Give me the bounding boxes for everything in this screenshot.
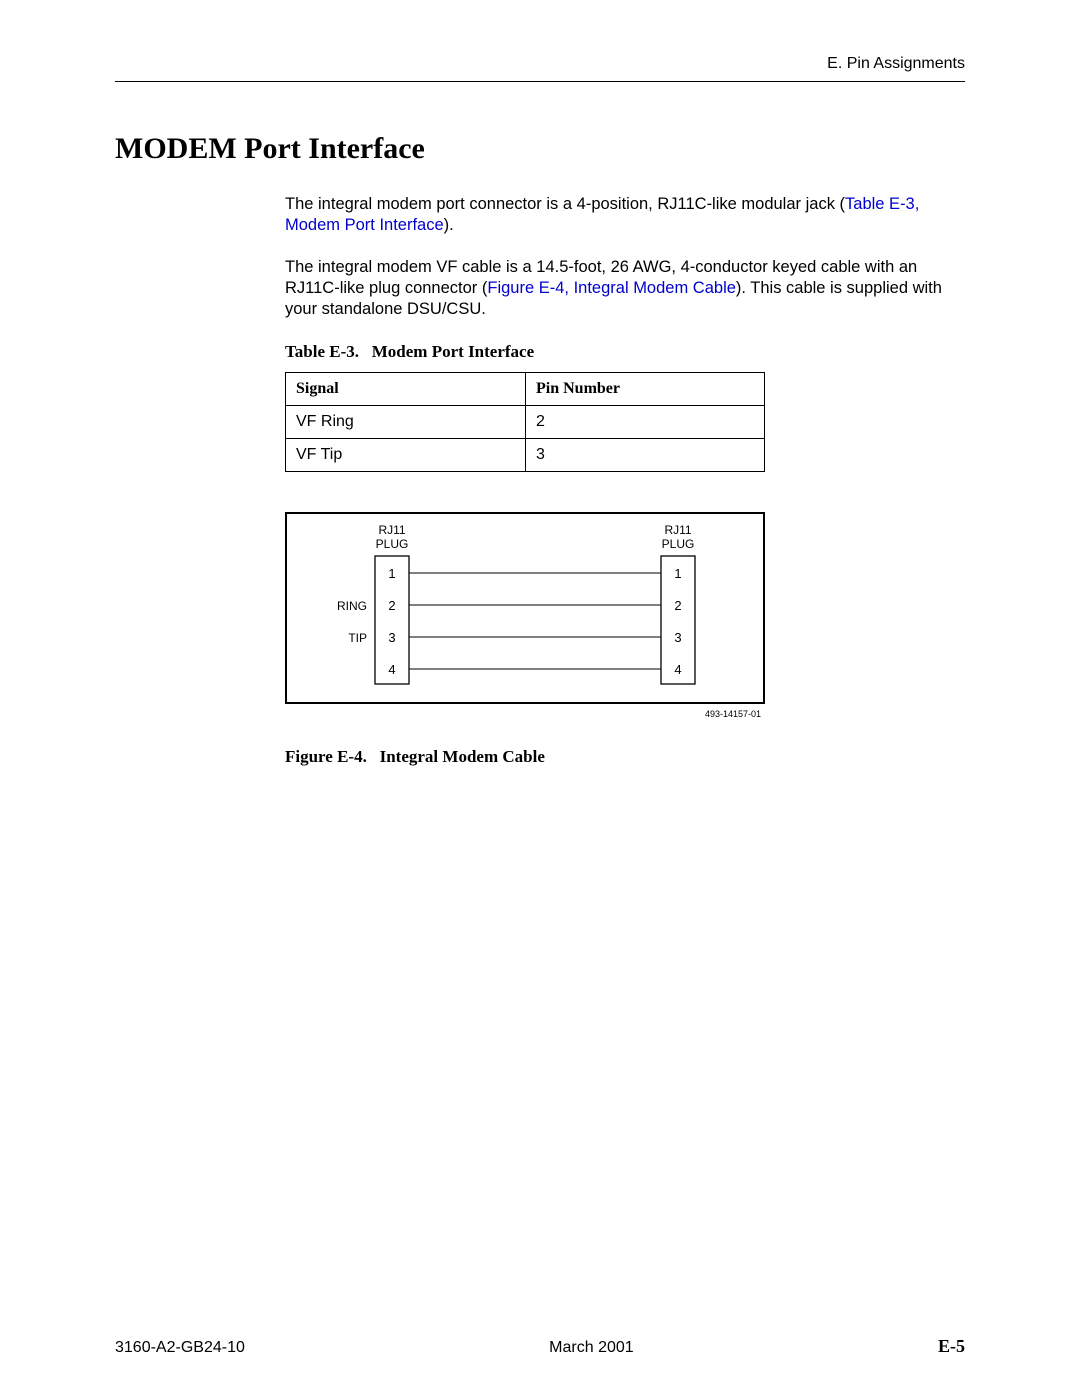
cell-signal: VF Tip [286,439,526,472]
left-pin-1: 1 [388,566,395,581]
footer-doc-number: 3160-A2-GB24-10 [115,1339,245,1357]
left-plug-label-1: RJ11 [378,523,405,537]
table-caption-title: Modem Port Interface [372,342,534,361]
right-pin-2: 2 [674,598,681,613]
figure-caption: Figure E-4. Integral Modem Cable [285,746,965,767]
cell-pin: 3 [526,439,765,472]
table-caption-prefix: Table E-3. [285,342,359,361]
paragraph-2: The integral modem VF cable is a 14.5-fo… [285,257,965,319]
left-pin-2: 2 [388,598,395,613]
table-row: VF Ring 2 [286,406,765,439]
cell-pin: 2 [526,406,765,439]
tip-label: TIP [348,631,367,645]
footer-date: March 2001 [549,1339,634,1357]
figure-caption-title: Integral Modem Cable [380,747,545,766]
page-title: MODEM Port Interface [115,132,965,166]
left-plug-label-2: PLUG [376,537,409,551]
table-header-row: Signal Pin Number [286,373,765,406]
page: E. Pin Assignments MODEM Port Interface … [0,0,1080,1397]
modem-port-table: Signal Pin Number VF Ring 2 VF Tip 3 [285,372,765,472]
left-pin-4: 4 [388,662,395,677]
header-rule [115,81,965,82]
p1-text-a: The integral modem port connector is a 4… [285,195,845,213]
header-section-label: E. Pin Assignments [115,55,965,73]
right-pin-3: 3 [674,630,681,645]
ring-label: RING [337,599,367,613]
footer-page-number: E-5 [938,1336,965,1357]
figure-part-number: 493-14157-01 [705,709,761,719]
right-pin-1: 1 [674,566,681,581]
page-footer: 3160-A2-GB24-10 March 2001 E-5 [115,1336,965,1357]
cable-diagram-svg: RJ11 PLUG RJ11 PLUG 1 2 3 4 1 2 3 4 [285,512,765,722]
left-pin-3: 3 [388,630,395,645]
right-plug-label-1: RJ11 [664,523,691,537]
paragraph-1: The integral modem port connector is a 4… [285,194,965,235]
body: The integral modem port connector is a 4… [285,194,965,767]
table-row: VF Tip 3 [286,439,765,472]
col-pin-number: Pin Number [526,373,765,406]
right-plug-label-2: PLUG [662,537,695,551]
cell-signal: VF Ring [286,406,526,439]
p1-text-b: ). [444,216,454,234]
figure-caption-prefix: Figure E-4. [285,747,367,766]
right-pin-4: 4 [674,662,681,677]
col-signal: Signal [286,373,526,406]
table-caption: Table E-3. Modem Port Interface [285,341,965,362]
figure-e4-diagram: RJ11 PLUG RJ11 PLUG 1 2 3 4 1 2 3 4 [285,512,765,728]
xref-figure-e4[interactable]: Figure E-4, Integral Modem Cable [487,279,736,297]
